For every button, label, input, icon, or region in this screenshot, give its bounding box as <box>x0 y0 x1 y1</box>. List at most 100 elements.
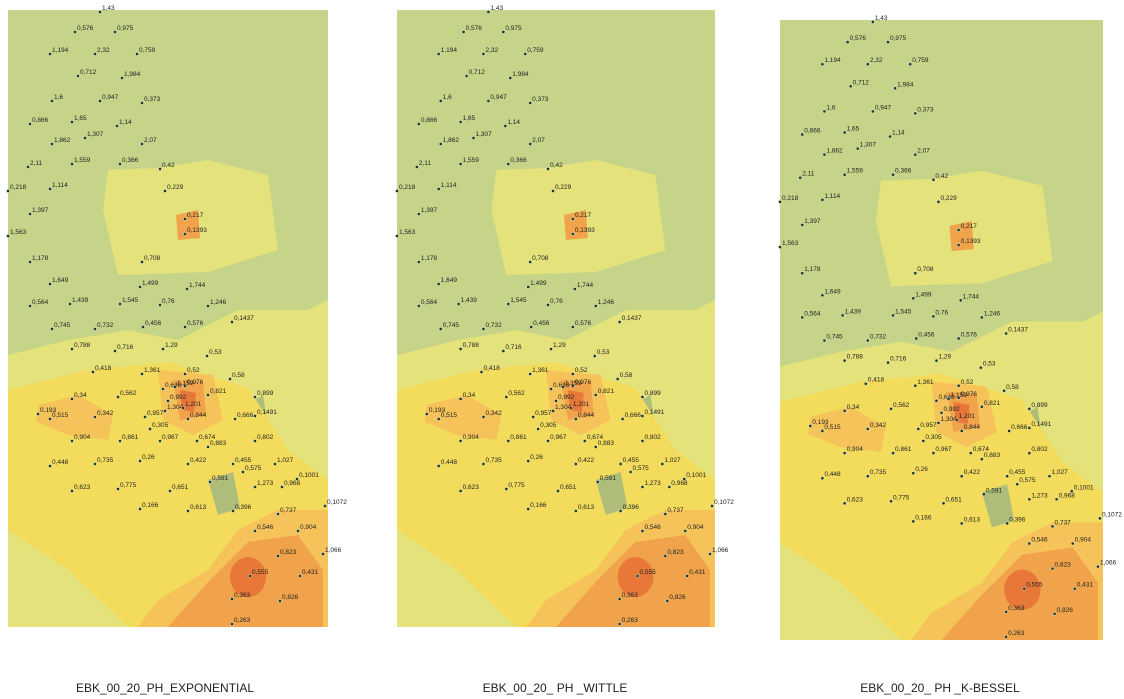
point-label: 0,455 <box>1009 469 1026 476</box>
point-label: 0,53 <box>209 349 222 356</box>
sample-point <box>48 417 52 421</box>
sample-point <box>185 287 189 291</box>
point-label: 1,559 <box>847 168 864 175</box>
point-label: 0,651 <box>172 484 189 491</box>
point-label: 0,26 <box>142 454 155 461</box>
sample-point <box>528 142 532 146</box>
sample-point <box>908 62 913 66</box>
point-label: 0,823 <box>667 549 684 556</box>
point-label: 0,576 <box>77 25 94 32</box>
surface-zone <box>981 484 1015 528</box>
point-label: 0,366 <box>510 157 527 164</box>
point-label: 0,968 <box>284 480 301 487</box>
point-label: 0,575 <box>633 465 650 472</box>
point-label: 0,342 <box>97 410 114 417</box>
point-label: 0,455 <box>623 457 640 464</box>
sample-point <box>48 52 52 56</box>
point-label: 0,193 <box>429 407 446 414</box>
sample-point <box>956 336 961 341</box>
sample-point <box>526 285 530 289</box>
sample-point <box>980 405 984 409</box>
sample-point <box>417 260 421 264</box>
point-label: 0,564 <box>421 299 438 306</box>
map-panel: 1,43 0,576 0,975 1,194 2,32 0,759 0,712 1,984 1,… <box>778 15 1122 640</box>
sample-point <box>554 399 558 403</box>
point-label: 0,52 <box>961 379 974 386</box>
point-label: 0,42 <box>550 162 563 169</box>
sample-point <box>913 271 918 276</box>
sample-point <box>93 462 97 466</box>
sample-point <box>173 385 177 389</box>
point-label: 0,866 <box>421 117 438 124</box>
point-label: 0,422 <box>964 469 981 476</box>
point-label: 0,562 <box>120 390 137 397</box>
sample-point <box>436 282 441 286</box>
surface <box>8 10 328 627</box>
point-label: 1,201 <box>573 401 590 408</box>
point-label: 0,745 <box>826 334 843 341</box>
sample-point <box>298 574 302 578</box>
point-label: 0,957 <box>535 410 552 417</box>
sample-point <box>508 76 513 80</box>
point-label: 0,564 <box>32 299 49 306</box>
sample-point <box>798 175 802 180</box>
sample-point <box>842 451 847 455</box>
sample-point <box>438 142 443 146</box>
point-label: 0,366 <box>122 157 139 164</box>
point-label: 1,559 <box>463 157 480 164</box>
point-label: 0,613 <box>578 504 595 511</box>
sample-point <box>913 152 918 157</box>
point-label: 1,027 <box>277 457 294 464</box>
point-label: 0,305 <box>925 434 942 441</box>
point-label: 0,968 <box>671 480 688 487</box>
point-label: 0,1001 <box>1074 484 1094 491</box>
point-label: 1,563 <box>10 229 27 236</box>
point-label: 0,218 <box>782 195 799 202</box>
point-label: 1,29 <box>165 342 178 349</box>
point-label: 0,1393 <box>187 227 207 234</box>
sample-point <box>889 499 893 504</box>
sample-point <box>863 381 868 386</box>
point-label: 0,418 <box>868 377 885 384</box>
point-label: 0,1437 <box>234 315 254 322</box>
sample-point <box>1027 541 1032 546</box>
sample-point <box>481 462 486 466</box>
point-label: 0,883 <box>210 440 227 447</box>
sample-point <box>954 418 959 422</box>
sample-point <box>479 370 484 374</box>
point-label: 0,904 <box>847 446 864 453</box>
sample-point <box>913 111 918 116</box>
sample-point <box>574 509 578 513</box>
sample-point <box>934 399 939 403</box>
point-label: 2,11 <box>802 171 815 178</box>
sample-point <box>48 464 52 468</box>
point-label: 0,1393 <box>961 238 981 245</box>
sample-point <box>667 485 672 489</box>
sample-point <box>50 99 54 103</box>
point-label: 0,422 <box>578 457 595 464</box>
sample-point <box>1027 451 1032 455</box>
point-label: 1,273 <box>1031 492 1048 499</box>
point-label: 0,263 <box>234 617 251 624</box>
sample-point <box>574 462 578 466</box>
sample-point <box>70 489 74 493</box>
sample-point <box>116 487 120 491</box>
point-label: 1,65 <box>847 126 860 133</box>
sample-point <box>1096 564 1100 569</box>
point-label: 0,515 <box>824 424 841 431</box>
point-label: 0,623 <box>463 484 480 491</box>
sample-point <box>640 529 645 533</box>
point-label: 0,732 <box>97 322 114 329</box>
point-label: 0,576 <box>961 332 978 339</box>
point-label: 1,307 <box>87 131 104 138</box>
sample-point <box>663 554 668 558</box>
sample-point <box>595 480 600 484</box>
sample-point <box>143 415 147 419</box>
point-label: 1,14 <box>507 119 520 126</box>
sample-point <box>241 470 245 474</box>
point-label: 0,866 <box>32 117 49 124</box>
point-label: 0,712 <box>80 69 97 76</box>
point-label: 0,737 <box>1055 519 1072 526</box>
point-label: 1,984 <box>512 71 529 78</box>
